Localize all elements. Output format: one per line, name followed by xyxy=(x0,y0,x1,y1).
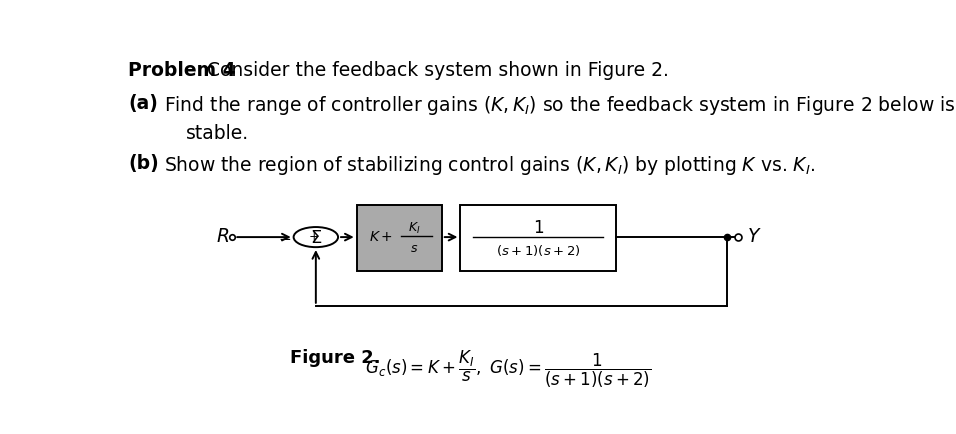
Text: $K +$: $K +$ xyxy=(369,230,393,244)
Text: $s$: $s$ xyxy=(410,241,419,254)
Text: R: R xyxy=(216,227,229,245)
Text: $(s + 1)(s + 2)$: $(s + 1)(s + 2)$ xyxy=(496,242,580,257)
Text: Figure 2.: Figure 2. xyxy=(290,348,380,366)
FancyBboxPatch shape xyxy=(357,206,442,271)
Text: $\Sigma$: $\Sigma$ xyxy=(310,229,322,247)
Text: Problem 4: Problem 4 xyxy=(128,60,236,79)
Text: +: + xyxy=(309,229,319,242)
Text: $1$: $1$ xyxy=(532,219,544,237)
Text: stable.: stable. xyxy=(186,124,250,143)
Text: Consider the feedback system shown in Figure 2.: Consider the feedback system shown in Fi… xyxy=(206,60,669,79)
Text: (b): (b) xyxy=(128,154,159,173)
Text: (a): (a) xyxy=(128,94,159,113)
Text: $K_I$: $K_I$ xyxy=(408,220,421,236)
Text: $G_c(s) = K + \dfrac{K_I}{s},\ G(s) = \dfrac{1}{(s+1)(s+2)}$: $G_c(s) = K + \dfrac{K_I}{s},\ G(s) = \d… xyxy=(360,348,652,389)
Text: Show the region of stabilizing control gains $(K, K_I)$ by plotting $K$ vs. $K_I: Show the region of stabilizing control g… xyxy=(164,154,815,177)
Text: Y: Y xyxy=(748,227,759,245)
Text: Find the range of controller gains $(K, K_I)$ so the feedback system in Figure 2: Find the range of controller gains $(K, … xyxy=(164,94,955,117)
FancyBboxPatch shape xyxy=(461,206,616,271)
Text: −: − xyxy=(278,232,292,247)
